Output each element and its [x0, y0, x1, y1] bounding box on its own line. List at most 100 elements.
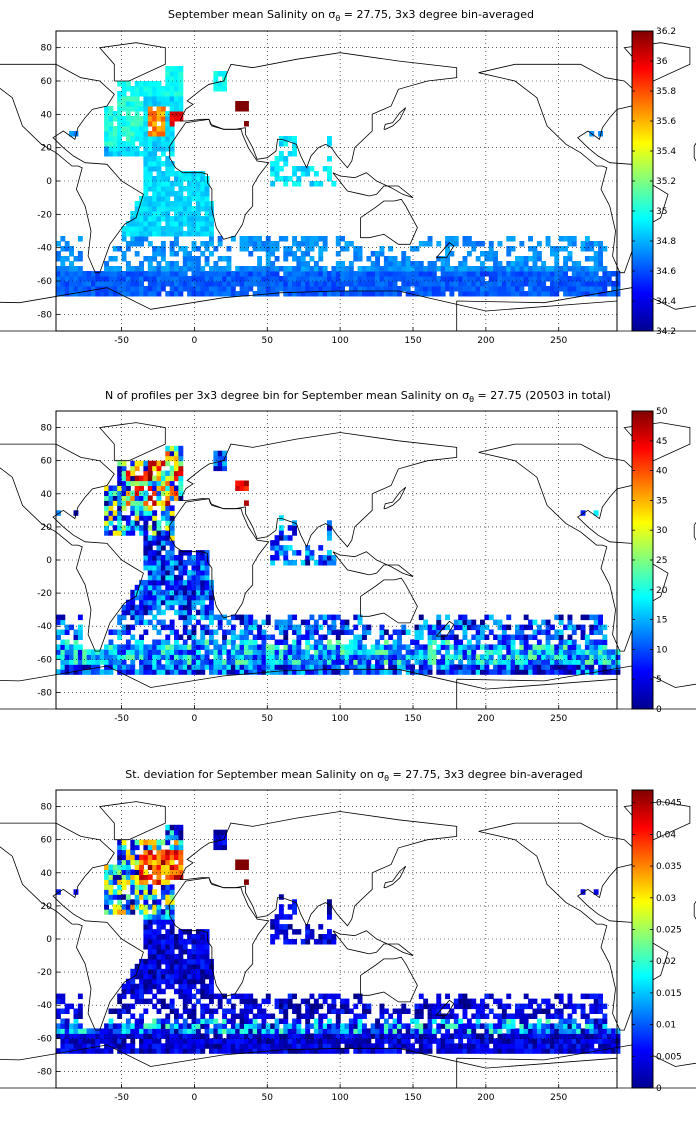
data-cell	[200, 281, 206, 287]
data-cell	[370, 1023, 376, 1029]
data-cell	[239, 106, 245, 112]
data-cell	[121, 649, 127, 655]
data-cell	[143, 644, 149, 650]
data-cell	[160, 839, 166, 846]
data-cell	[274, 161, 280, 167]
data-cell	[510, 286, 516, 292]
data-cell	[77, 271, 83, 277]
data-cell	[248, 639, 254, 645]
data-cell	[484, 1003, 490, 1010]
data-cell	[397, 1008, 402, 1014]
data-cell	[77, 1003, 83, 1010]
data-cell	[440, 1048, 446, 1054]
data-cell	[606, 654, 612, 660]
data-cell	[187, 291, 192, 297]
data-cell	[152, 186, 158, 192]
data-cell	[313, 1008, 319, 1014]
data-cell	[375, 291, 380, 297]
data-cell	[602, 659, 608, 665]
data-cell	[375, 276, 380, 282]
data-cell	[244, 864, 249, 870]
data-cell	[91, 281, 96, 287]
data-cell	[77, 1028, 83, 1034]
data-cell	[134, 869, 140, 875]
data-cell	[292, 241, 297, 247]
data-cell	[348, 1038, 354, 1044]
data-cell	[121, 251, 127, 257]
data-cell	[488, 614, 494, 621]
data-cell	[134, 231, 140, 237]
data-cell	[270, 241, 276, 247]
data-cell	[362, 649, 367, 655]
data-cell	[427, 654, 433, 660]
data-cell	[182, 664, 188, 670]
data-cell	[230, 993, 236, 1000]
data-cell	[117, 106, 123, 112]
data-cell	[213, 669, 219, 675]
data-cell	[147, 664, 153, 670]
data-cell	[213, 1048, 219, 1054]
data-cell	[60, 1048, 66, 1054]
data-cell	[414, 286, 420, 292]
data-cell	[427, 1043, 433, 1049]
data-cell	[125, 151, 131, 157]
data-cell	[296, 664, 302, 670]
data-cell	[178, 854, 184, 861]
data-cell	[589, 241, 595, 247]
data-cell	[309, 1043, 315, 1049]
data-cell	[571, 1048, 577, 1054]
data-cell	[287, 271, 293, 277]
data-cell	[480, 619, 485, 626]
data-cell	[169, 191, 175, 197]
data-cell	[283, 236, 289, 242]
data-cell	[344, 619, 350, 626]
data-cell	[593, 624, 599, 631]
data-cell	[244, 1033, 249, 1039]
data-cell	[274, 171, 280, 177]
data-cell	[322, 1033, 328, 1039]
data-cell	[462, 624, 468, 631]
data-cell	[82, 1043, 88, 1049]
data-cell	[125, 490, 131, 496]
data-cell	[130, 106, 136, 112]
data-cell	[410, 1048, 415, 1054]
data-cell	[112, 904, 118, 910]
data-cell	[178, 834, 184, 841]
data-cell	[615, 276, 621, 282]
data-cell	[160, 206, 166, 212]
panel-title: September mean Salinity on σθ = 27.75, 3…	[168, 8, 534, 23]
data-cell	[532, 261, 538, 267]
data-cell	[274, 266, 280, 272]
data-cell	[160, 934, 166, 940]
data-cell	[147, 101, 153, 107]
data-cell	[191, 221, 197, 227]
data-cell	[453, 236, 459, 242]
data-cell	[178, 1028, 184, 1034]
data-cell	[217, 654, 223, 660]
data-cell	[187, 216, 192, 222]
data-cell	[484, 281, 490, 287]
data-cell	[160, 644, 166, 650]
data-cell	[112, 141, 118, 147]
data-cell	[160, 131, 166, 137]
data-cell	[139, 131, 144, 137]
data-cell	[174, 276, 179, 282]
data-cell	[182, 1008, 188, 1014]
data-cell	[344, 1043, 350, 1049]
data-cell	[523, 644, 529, 650]
data-cell	[187, 948, 192, 955]
data-cell	[296, 669, 302, 675]
data-cell	[427, 659, 433, 665]
data-cell	[550, 1043, 555, 1049]
data-cell	[558, 1028, 564, 1034]
data-cell	[152, 251, 158, 257]
data-cell	[515, 669, 520, 675]
data-cell	[287, 1043, 293, 1049]
data-cell	[340, 649, 345, 655]
data-cell	[204, 963, 210, 970]
data-cell	[130, 904, 136, 910]
data-cell	[283, 286, 289, 292]
data-cell	[191, 948, 197, 955]
data-cell	[598, 281, 603, 287]
data-cell	[134, 271, 140, 277]
